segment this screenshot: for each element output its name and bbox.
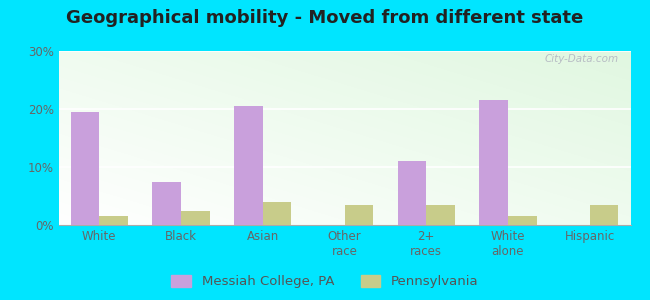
Bar [508, 216, 536, 225]
Bar [479, 100, 508, 225]
Text: Geographical mobility - Moved from different state: Geographical mobility - Moved from diffe… [66, 9, 584, 27]
Bar [426, 205, 455, 225]
Bar [99, 216, 128, 225]
Bar [344, 205, 373, 225]
Bar [590, 205, 618, 225]
Bar [234, 106, 263, 225]
Bar [398, 161, 426, 225]
Bar [181, 211, 210, 225]
Legend: Messiah College, PA, Pennsylvania: Messiah College, PA, Pennsylvania [166, 269, 484, 293]
Text: City-Data.com: City-Data.com [545, 55, 619, 64]
Bar [71, 112, 99, 225]
Bar [263, 202, 291, 225]
Bar [153, 182, 181, 225]
